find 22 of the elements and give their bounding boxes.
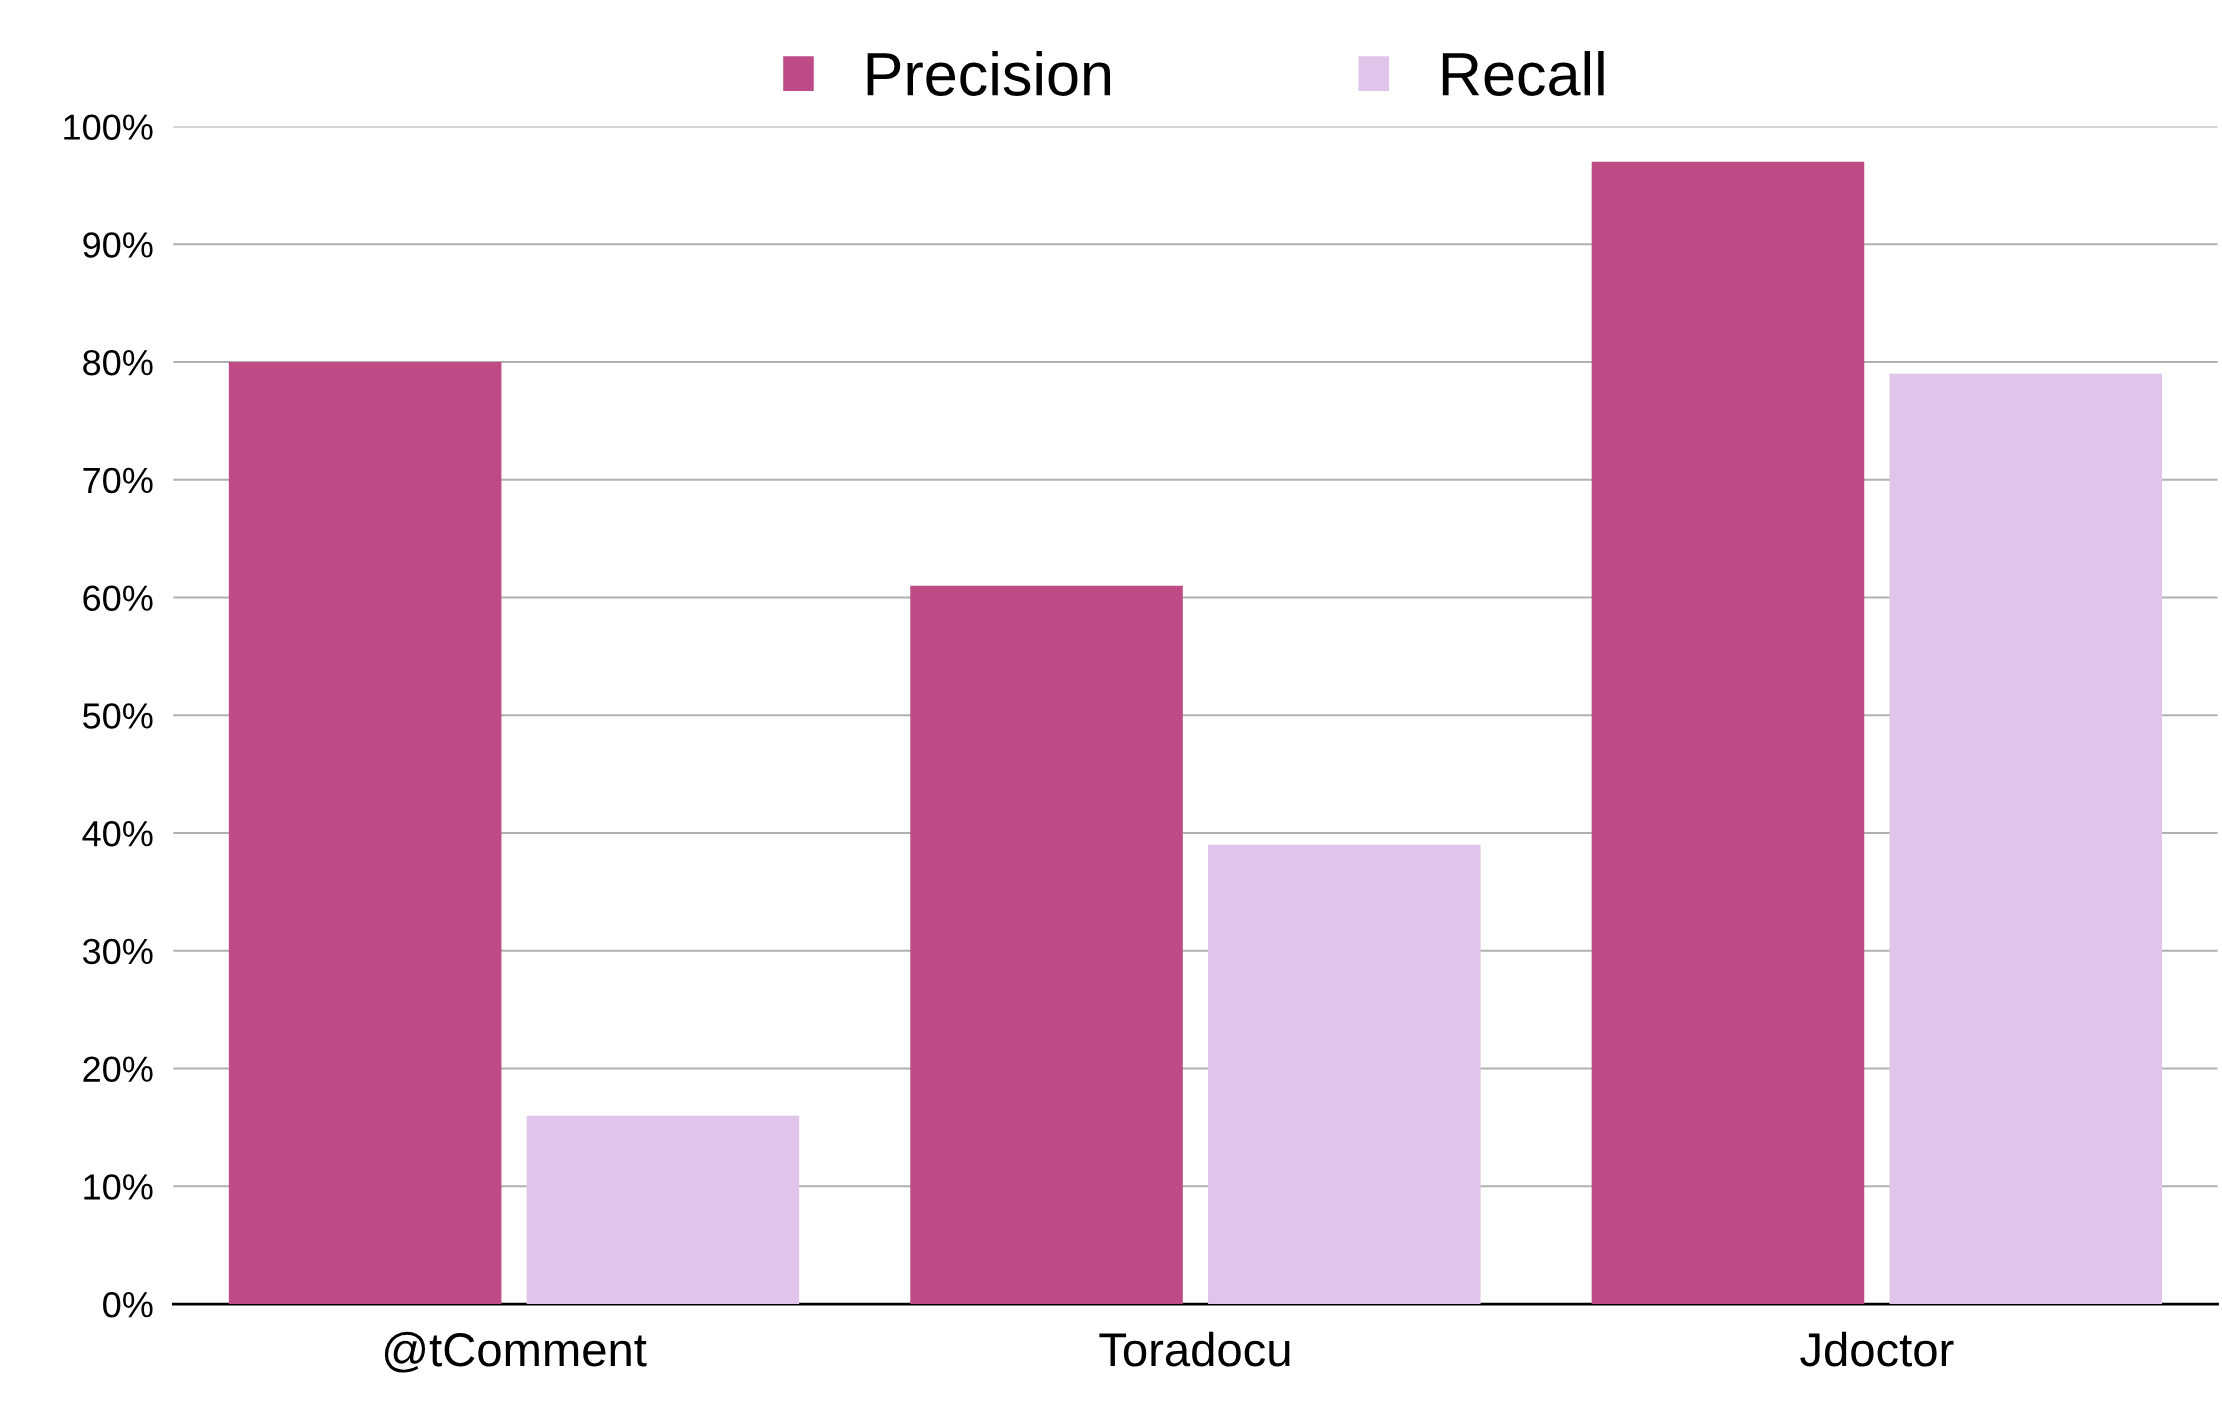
bar	[1889, 373, 2163, 1305]
y-tick-label: 60%	[83, 585, 153, 611]
y-tick-label: 0%	[103, 1291, 153, 1318]
y-tick-label: 10%	[84, 1174, 153, 1200]
y-tick-label: 70%	[83, 467, 153, 494]
y-tick-label: 90%	[83, 232, 153, 258]
legend-label: Recall	[1442, 51, 1604, 96]
x-tick-label: Toradocu	[1099, 1331, 1290, 1367]
bar	[1591, 161, 1865, 1305]
y-tick-label: 20%	[83, 1056, 153, 1082]
bar	[910, 585, 1183, 1305]
bar	[228, 362, 502, 1305]
y-tick-label: 40%	[82, 820, 153, 847]
legend-label: Precision	[867, 51, 1111, 96]
bar	[526, 1115, 800, 1305]
x-tick-label: Jdoctor	[1800, 1331, 1954, 1367]
x-tick-label: @tComment	[384, 1331, 647, 1373]
y-tick-label: 50%	[83, 703, 153, 729]
y-tick-label: 80%	[83, 349, 153, 376]
y-tick-label: 30%	[82, 938, 153, 965]
y-tick-label: 100%	[64, 114, 153, 140]
bar	[1208, 844, 1481, 1305]
